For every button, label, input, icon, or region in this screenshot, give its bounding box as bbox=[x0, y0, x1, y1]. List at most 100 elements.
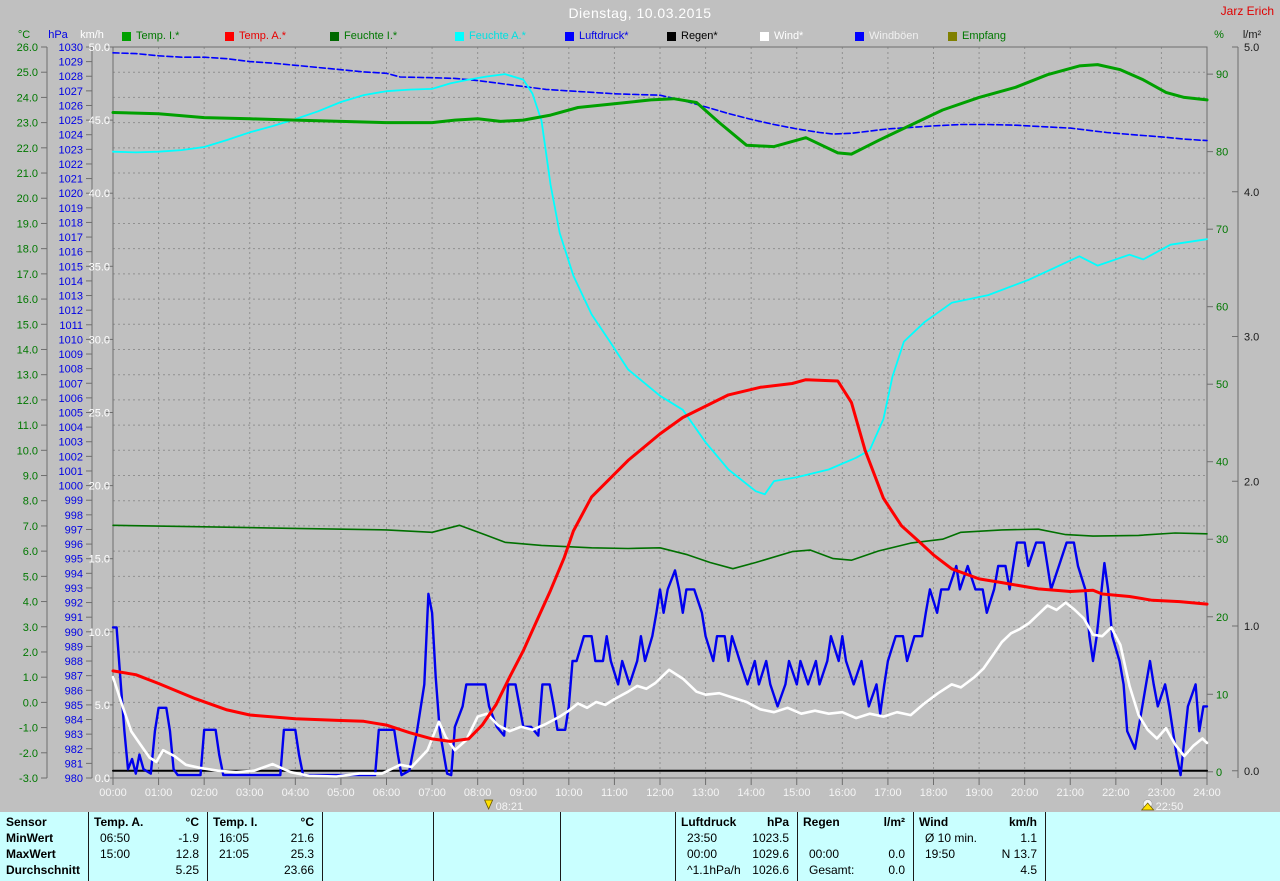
tick-label-rain: 2.0 bbox=[1244, 476, 1259, 488]
tick-label-pressure: 986 bbox=[65, 685, 83, 697]
x-tick-label: 02:00 bbox=[190, 787, 218, 799]
table-cell-value: 1023.5 bbox=[752, 831, 789, 845]
tick-label-rain: 4.0 bbox=[1244, 187, 1259, 199]
tick-label-wind: 50.0 bbox=[89, 42, 110, 54]
legend-swatch-icon bbox=[948, 31, 957, 41]
tick-label-rain: 5.0 bbox=[1244, 42, 1259, 54]
tick-label-pressure: 1006 bbox=[59, 393, 83, 405]
table-cell-time: ^1.1hPa/h bbox=[687, 863, 741, 877]
table-cell-value: 1026.6 bbox=[752, 863, 789, 877]
tick-label-temp: 5.0 bbox=[23, 571, 38, 583]
axis-header-humidity: % bbox=[1214, 29, 1224, 41]
tick-label-pressure: 992 bbox=[65, 598, 83, 610]
table-cell-time: 16:05 bbox=[219, 831, 250, 845]
sun-down-marker-icon bbox=[484, 799, 494, 810]
marker-time-label: 22:50 bbox=[1156, 801, 1184, 812]
tick-label-temp: 17.0 bbox=[17, 269, 38, 281]
x-tick-label: 21:00 bbox=[1056, 787, 1084, 799]
tick-label-pressure: 994 bbox=[65, 568, 83, 580]
table-group-unit: °C bbox=[185, 815, 199, 829]
tick-label-pressure: 1028 bbox=[59, 71, 83, 83]
x-tick-label: 18:00 bbox=[920, 787, 948, 799]
tick-label-pressure: 991 bbox=[65, 612, 83, 624]
x-tick-label: 06:00 bbox=[373, 787, 401, 799]
x-tick-label: 01:00 bbox=[145, 787, 173, 799]
tick-label-pressure: 1008 bbox=[59, 364, 83, 376]
legend-swatch-icon bbox=[225, 31, 234, 41]
tick-label-temp: 22.0 bbox=[17, 143, 38, 155]
legend-swatch-icon bbox=[330, 31, 339, 41]
x-tick-label: 00:00 bbox=[99, 787, 127, 799]
tick-label-pressure: 987 bbox=[65, 671, 83, 683]
x-tick-label: 20:00 bbox=[1011, 787, 1039, 799]
x-tick-label: 12:00 bbox=[646, 787, 674, 799]
table-group-unit: °C bbox=[300, 815, 314, 829]
legend-item-tempi: Temp. I.* bbox=[122, 29, 179, 43]
tick-label-wind: 35.0 bbox=[89, 261, 110, 273]
tick-label-temp: -3.0 bbox=[19, 773, 38, 785]
tick-label-temp: 15.0 bbox=[17, 319, 38, 331]
tick-label-pressure: 999 bbox=[65, 495, 83, 507]
table-group-unit: km/h bbox=[1008, 815, 1037, 829]
table-cell-time: 06:50 bbox=[100, 831, 131, 845]
tick-label-pressure: 1005 bbox=[59, 408, 83, 420]
tick-label-temp: -2.0 bbox=[19, 748, 38, 760]
legend-label: Temp. I.* bbox=[136, 30, 180, 42]
tick-label-temp: 13.0 bbox=[17, 370, 38, 382]
table-divider bbox=[797, 812, 798, 881]
tick-label-pressure: 1020 bbox=[59, 188, 83, 200]
series-windboeen-line bbox=[111, 541, 1209, 777]
tick-label-temp: 9.0 bbox=[23, 471, 38, 483]
tick-label-temp: 18.0 bbox=[17, 244, 38, 256]
page-title: Dienstag, 10.03.2015 bbox=[568, 5, 712, 21]
tick-label-pressure: 988 bbox=[65, 656, 83, 668]
legend-label: Temp. A.* bbox=[239, 30, 287, 42]
x-tick-label: 08:00 bbox=[464, 787, 492, 799]
tick-label-pressure: 1021 bbox=[59, 174, 83, 186]
table-divider bbox=[1045, 812, 1046, 881]
tick-label-humidity: 40 bbox=[1216, 457, 1228, 469]
table-cell-value: 25.3 bbox=[290, 847, 314, 861]
tick-label-pressure: 982 bbox=[65, 744, 83, 756]
tick-label-pressure: 993 bbox=[65, 583, 83, 595]
tick-label-temp: 14.0 bbox=[17, 344, 38, 356]
tick-label-pressure: 983 bbox=[65, 729, 83, 741]
tick-label-wind: 5.0 bbox=[95, 700, 110, 712]
tick-label-pressure: 989 bbox=[65, 641, 83, 653]
tick-label-temp: 16.0 bbox=[17, 294, 38, 306]
tick-label-humidity: 20 bbox=[1216, 612, 1228, 624]
tick-label-humidity: 0 bbox=[1216, 767, 1222, 779]
tick-label-pressure: 1029 bbox=[59, 57, 83, 69]
tick-label-pressure: 1024 bbox=[59, 130, 83, 142]
tick-label-wind: 10.0 bbox=[89, 627, 110, 639]
tick-label-pressure: 1025 bbox=[59, 115, 83, 127]
table-cell-value: 4.5 bbox=[1020, 863, 1037, 877]
tick-label-pressure: 1030 bbox=[59, 42, 83, 54]
legend-item-empfang: Empfang bbox=[948, 29, 1006, 43]
tick-label-rain: 0.0 bbox=[1244, 766, 1259, 778]
tick-label-pressure: 1017 bbox=[59, 232, 83, 244]
legend-item-feuchtea: Feuchte A.* bbox=[455, 29, 526, 43]
legend-item-feuchtei: Feuchte I.* bbox=[330, 29, 397, 43]
x-tick-label: 14:00 bbox=[737, 787, 765, 799]
legend-item-windben: Windböen bbox=[855, 29, 919, 43]
table-cell-time: 23:50 bbox=[687, 831, 718, 845]
table-cell-value: 0.0 bbox=[888, 863, 905, 877]
tick-label-temp: 4.0 bbox=[23, 597, 38, 609]
tick-label-humidity: 30 bbox=[1216, 534, 1228, 546]
x-tick-label: 19:00 bbox=[965, 787, 993, 799]
tick-label-temp: -1.0 bbox=[19, 723, 38, 735]
x-tick-label: 04:00 bbox=[282, 787, 310, 799]
tick-label-pressure: 990 bbox=[65, 627, 83, 639]
tick-label-temp: 25.0 bbox=[17, 67, 38, 79]
series-temp_a-line bbox=[111, 378, 1209, 743]
x-tick-label: 24:00 bbox=[1193, 787, 1221, 799]
legend-swatch-icon bbox=[667, 31, 676, 41]
legend-label: Feuchte I.* bbox=[344, 30, 398, 42]
legend-item-tempa: Temp. A.* bbox=[225, 29, 286, 43]
tick-label-pressure: 995 bbox=[65, 554, 83, 566]
tick-label-pressure: 1009 bbox=[59, 349, 83, 361]
table-cell-value: 1.1 bbox=[1020, 831, 1037, 845]
tick-label-temp: 3.0 bbox=[23, 622, 38, 634]
tick-label-pressure: 1002 bbox=[59, 451, 83, 463]
